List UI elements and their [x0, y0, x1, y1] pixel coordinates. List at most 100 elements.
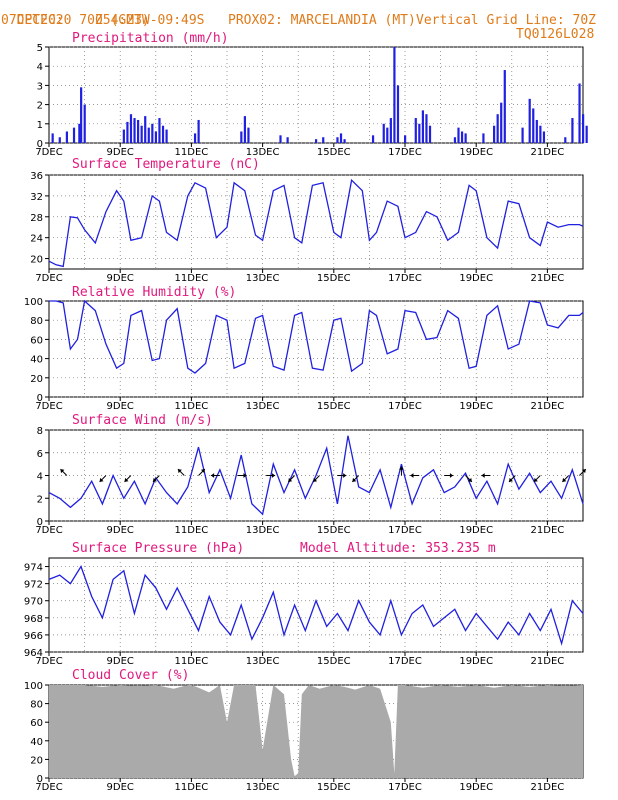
x-tick-label: 13DEC	[246, 147, 280, 158]
y-tick-label: 0	[37, 139, 43, 150]
header-source: CPTEC:	[16, 13, 64, 28]
y-tick-label: 970	[24, 597, 43, 608]
precip-bar	[503, 70, 506, 143]
y-tick-label: 0	[37, 393, 43, 404]
wind-vector-head	[410, 473, 414, 478]
x-tick-label: 9DEC	[107, 782, 134, 793]
x-tick-label: 13DEC	[246, 273, 280, 284]
precip-bar	[343, 139, 346, 143]
y-tick-label: 966	[24, 631, 43, 642]
y-tick-label: 0	[37, 517, 43, 528]
x-tick-label: 15DEC	[317, 656, 351, 667]
y-tick-label: 2	[37, 101, 43, 112]
precip-bar	[140, 125, 143, 143]
y-tick-label: 974	[24, 563, 43, 574]
x-tick-label: 9DEC	[107, 401, 134, 412]
wind-vector-head	[99, 477, 104, 482]
precip-bar	[158, 118, 161, 143]
wind-vector-head	[352, 477, 357, 482]
x-tick-label: 15DEC	[317, 273, 351, 284]
x-tick-label: 7DEC	[35, 273, 62, 284]
panel-title: Surface Temperature (nC)	[72, 157, 260, 172]
x-tick-label: 17DEC	[388, 147, 422, 158]
precip-bar	[482, 133, 485, 143]
x-tick-label: 9DEC	[107, 273, 134, 284]
y-tick-label: 964	[24, 648, 43, 659]
series-line	[48, 178, 584, 268]
wind-vector-head	[467, 477, 472, 482]
precip-bar	[457, 127, 460, 143]
panel-frame	[48, 46, 584, 144]
y-tick-label: 80	[30, 700, 43, 711]
x-tick-label: 21DEC	[531, 782, 565, 793]
wind-vector-head	[508, 477, 513, 482]
panel-subtitle: Model Altitude: 353.235 m	[300, 541, 496, 556]
precip-bar	[161, 125, 165, 143]
y-tick-label: 1	[37, 120, 43, 131]
y-tick-label: 100	[24, 297, 43, 308]
precip-bar	[197, 119, 200, 143]
x-tick-label: 15DEC	[317, 147, 351, 158]
wind-vector-head	[313, 477, 318, 482]
x-tick-label: 13DEC	[246, 656, 280, 667]
wind-vector-head	[177, 469, 182, 474]
precip-bar	[564, 137, 567, 143]
panel-frame	[48, 174, 584, 270]
precip-bar	[58, 137, 61, 143]
x-tick-label: 17DEC	[388, 525, 422, 536]
precip-bar	[539, 125, 542, 143]
wind-vector-head	[60, 469, 65, 474]
x-tick-label: 21DEC	[531, 656, 565, 667]
header-location: PROX02: MARCELANDIA (MT)	[228, 13, 416, 28]
precip-bar	[421, 110, 424, 143]
precip-bar	[386, 127, 389, 143]
precip-bar	[193, 133, 197, 143]
y-tick-label: 60	[30, 718, 43, 729]
y-tick-label: 20	[30, 755, 43, 766]
precip-bar	[464, 133, 467, 143]
header-date: 07DEC2020 70Z (GMT)	[1, 13, 150, 28]
precip-bar	[322, 137, 325, 143]
precip-bar	[240, 131, 243, 143]
x-tick-label: 7DEC	[35, 656, 62, 667]
x-tick-label: 7DEC	[35, 147, 62, 158]
precip-bar	[144, 116, 147, 143]
x-tick-label: 7DEC	[35, 525, 62, 536]
precip-bar	[72, 127, 76, 143]
wind-vector-head	[481, 473, 485, 478]
wind-vector-head	[562, 477, 567, 482]
x-tick-label: 11DEC	[175, 401, 209, 412]
wind-vector-head	[210, 473, 215, 478]
precip-bar	[279, 135, 282, 143]
y-tick-label: 6	[37, 449, 43, 460]
y-tick-label: 8	[37, 426, 43, 437]
precip-bar	[585, 125, 588, 143]
panel-title: Cloud Cover (%)	[72, 668, 189, 683]
precip-bar	[154, 131, 157, 143]
x-tick-label: 13DEC	[246, 525, 280, 536]
y-tick-label: 972	[24, 580, 43, 591]
wind-vector-head	[271, 473, 276, 478]
precip-bar	[122, 129, 125, 143]
header-code: TQ0126L028	[516, 27, 595, 42]
panel-title: Precipitation (mm/h)	[72, 31, 229, 46]
precip-bar	[571, 118, 574, 143]
wind-vector-head	[399, 466, 404, 470]
precip-bar	[382, 123, 385, 143]
x-tick-label: 15DEC	[317, 401, 351, 412]
y-tick-label: 80	[30, 316, 43, 327]
precip-bar	[528, 98, 531, 143]
precip-bar	[165, 129, 168, 143]
precip-bar	[80, 87, 83, 143]
y-tick-label: 36	[30, 171, 43, 182]
x-tick-label: 9DEC	[107, 147, 134, 158]
precip-bar	[418, 123, 421, 143]
y-tick-label: 32	[30, 192, 43, 203]
x-tick-label: 9DEC	[107, 656, 134, 667]
x-tick-label: 21DEC	[531, 147, 565, 158]
panel-frame	[48, 557, 584, 653]
header-grid-note: Vertical Grid Line: 70Z	[416, 13, 597, 28]
precip-bar	[542, 131, 546, 143]
x-tick-label: 19DEC	[459, 782, 493, 793]
x-tick-label: 19DEC	[459, 525, 493, 536]
